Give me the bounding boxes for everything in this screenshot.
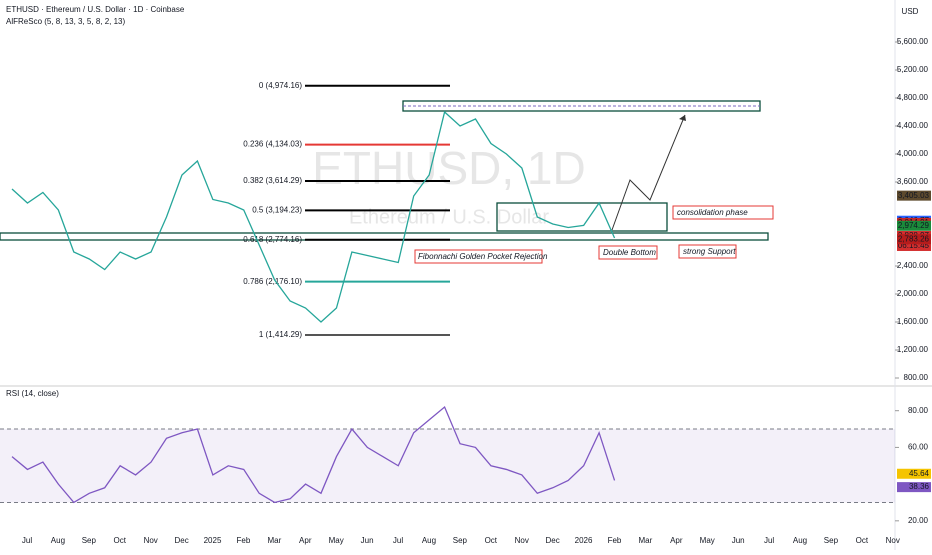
chart-title: ETHUSD · Ethereum / U.S. Dollar · 1D · C… bbox=[6, 5, 185, 14]
x-tick-label: Oct bbox=[856, 536, 869, 545]
annotations: consolidation phase strong Support Doubl… bbox=[414, 205, 774, 264]
x-tick-label: Mar bbox=[267, 536, 281, 545]
annotation-box bbox=[672, 205, 774, 220]
rsi-band bbox=[0, 429, 895, 503]
series-line bbox=[11, 405, 616, 504]
watermark-sub: Ethereum / U.S. Dollar bbox=[349, 206, 549, 228]
x-tick-label: Feb bbox=[237, 536, 251, 545]
x-tick-label: Aug bbox=[422, 536, 436, 545]
series-line bbox=[11, 110, 616, 323]
annotation: strong Support bbox=[683, 247, 736, 256]
y-tick-label: 80.00 bbox=[908, 406, 929, 415]
x-tick-label: Sep bbox=[824, 536, 839, 545]
annotation: consolidation phase bbox=[677, 208, 748, 217]
x-tick-label: Jul bbox=[393, 536, 403, 545]
x-tick-label: Jul bbox=[22, 536, 32, 545]
x-tick-label: Apr bbox=[670, 536, 683, 545]
x-tick-label: Mar bbox=[639, 536, 653, 545]
fib-label: 0.236 (4,134.03) bbox=[243, 140, 302, 149]
price-tag-label: 38.36 bbox=[909, 482, 930, 491]
consolidation-box bbox=[496, 202, 668, 232]
x-tick-label: Oct bbox=[114, 536, 127, 545]
annotation-box bbox=[678, 244, 737, 259]
y-tick-label: 5,600.00 bbox=[897, 37, 929, 46]
y-tick-label: 1,600.00 bbox=[897, 317, 929, 326]
x-tick-label: Sep bbox=[82, 536, 97, 545]
fib-label: 0 (4,974.16) bbox=[259, 81, 302, 90]
x-tick-label: Sep bbox=[453, 536, 468, 545]
x-tick-label: Nov bbox=[886, 536, 900, 545]
price-tag bbox=[897, 482, 931, 493]
y-tick-label: 4,000.00 bbox=[897, 149, 929, 158]
indicator-label: AlFReSco (5, 8, 13, 3, 5, 8, 2, 13) bbox=[6, 17, 126, 26]
price-tag-label: 45.64 bbox=[909, 469, 930, 478]
x-tick-label: 2026 bbox=[575, 536, 593, 545]
fib-label: 1 (1,414.29) bbox=[259, 330, 302, 339]
x-tick-label: Nov bbox=[144, 536, 158, 545]
x-tick-label: 2025 bbox=[204, 536, 222, 545]
projection-arrow bbox=[611, 114, 686, 231]
x-tick-label: Jun bbox=[732, 536, 745, 545]
x-tick-label: May bbox=[700, 536, 715, 545]
arrow-head bbox=[679, 115, 686, 121]
price-tag bbox=[897, 220, 931, 231]
x-tick-label: Apr bbox=[299, 536, 312, 545]
x-tick-label: Aug bbox=[51, 536, 65, 545]
annotation-box bbox=[414, 249, 543, 264]
y-tick-label: 1,200.00 bbox=[897, 345, 929, 354]
y-tick-label: 5,200.00 bbox=[897, 65, 929, 74]
annotation: Double Bottom bbox=[603, 248, 656, 257]
price-tag-label: 2,783.26 bbox=[898, 234, 930, 243]
y-tick-label: 3,600.00 bbox=[897, 177, 929, 186]
rsi-title: RSI (14, close) bbox=[6, 389, 59, 398]
y-tick-label: 4,400.00 bbox=[897, 121, 929, 130]
x-tick-label: Jun bbox=[361, 536, 374, 545]
x-tick-label: May bbox=[329, 536, 344, 545]
y-tick-label: 800.00 bbox=[904, 373, 929, 382]
price-tag bbox=[897, 468, 931, 479]
annotation-box bbox=[598, 245, 658, 260]
fib-label: 0.618 (2,774.16) bbox=[243, 235, 302, 244]
annotation: Fibonnachi Golden Pocket Rejection bbox=[418, 252, 548, 261]
fib-label: 0.5 (3,194.23) bbox=[252, 206, 302, 215]
x-tick-label: Jul bbox=[764, 536, 774, 545]
y-tick-label: 4,800.00 bbox=[897, 93, 929, 102]
price-tag bbox=[897, 234, 931, 245]
x-tick-label: Dec bbox=[546, 536, 560, 545]
countdown: 06:15:45 bbox=[898, 241, 930, 250]
price-tag-label: 2,974.29 bbox=[898, 221, 930, 230]
watermark: ETHUSD, 1D bbox=[312, 142, 585, 194]
currency: USD bbox=[902, 7, 919, 16]
fib-label: 0.382 (3,614.29) bbox=[243, 176, 302, 185]
y-tick-label: 60.00 bbox=[908, 443, 929, 452]
x-tick-label: Feb bbox=[608, 536, 622, 545]
y-tick-label: 20.00 bbox=[908, 516, 929, 525]
y-tick-label: 2,000.00 bbox=[897, 289, 929, 298]
y-tick-label: 2,400.00 bbox=[897, 261, 929, 270]
x-tick-label: Dec bbox=[174, 536, 188, 545]
price-tag-label: 3,405.03 bbox=[898, 191, 930, 200]
price-tag bbox=[897, 190, 931, 201]
x-tick-label: Nov bbox=[515, 536, 529, 545]
countdown-tag bbox=[897, 240, 931, 251]
fib-label: 0.786 (2,176.10) bbox=[243, 277, 302, 286]
x-tick-label: Oct bbox=[485, 536, 498, 545]
x-tick-label: Aug bbox=[793, 536, 807, 545]
